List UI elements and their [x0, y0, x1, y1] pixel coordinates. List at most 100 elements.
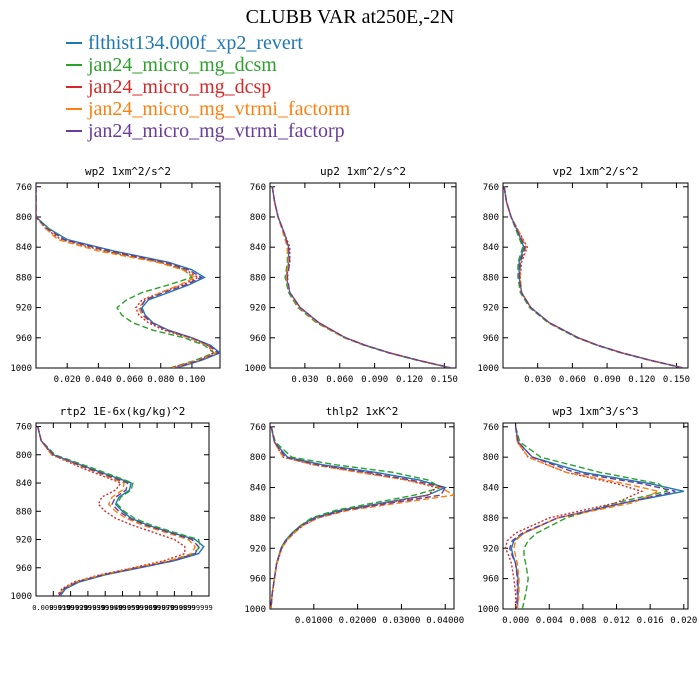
series-line-1: [270, 426, 443, 609]
chart-title: rtp2 1E-6x(kg/kg)^2: [60, 405, 186, 418]
series-line-3: [36, 186, 219, 368]
x-tick-label: 0.150: [431, 375, 458, 385]
legend-swatch-1: [66, 64, 82, 66]
series-line-3: [37, 426, 197, 596]
y-tick-label: 960: [16, 564, 32, 574]
x-tick-label: 0.060: [326, 375, 353, 385]
series-line-0: [271, 186, 452, 368]
y-tick-label: 1000: [477, 364, 499, 374]
y-tick-label: 880: [250, 514, 266, 524]
series-line-3: [503, 186, 684, 368]
legend-label-3: jan24_micro_mg_vtrmi_factorm: [88, 98, 351, 120]
series-line-2: [271, 186, 452, 368]
legend-swatch-0: [66, 42, 82, 44]
x-tick-label: 0.060: [116, 375, 143, 385]
y-tick-label: 920: [250, 544, 266, 554]
legend-item: jan24_micro_mg_vtrmi_factorp: [66, 120, 350, 142]
series-line-2: [503, 186, 684, 368]
x-tick-label: 0.030: [291, 375, 318, 385]
y-tick-label: 800: [250, 213, 266, 223]
chart-panel-0: wp2 1xm^2/s^2 760 800 840 880 920 960 1000 0.020…: [10, 165, 221, 385]
y-tick-label: 840: [16, 479, 32, 489]
legend-swatch-3: [66, 108, 82, 110]
legend-swatch-2: [66, 86, 82, 88]
legend-item: flthist134.000f_xp2_revert: [66, 32, 350, 54]
legend-label-2: jan24_micro_mg_dcsp: [88, 76, 272, 98]
x-tick-label: 0.02000: [339, 616, 377, 626]
y-tick-label: 880: [250, 273, 266, 283]
y-tick-label: 960: [250, 575, 266, 585]
x-tick-label: 0.020: [54, 375, 81, 385]
series-line-2: [270, 426, 438, 609]
x-tick-label: 0.090: [361, 375, 388, 385]
y-tick-label: 800: [250, 453, 266, 463]
series-line-1: [271, 186, 452, 368]
legend-label-1: jan24_micro_mg_dcsm: [88, 54, 277, 76]
chart-panel-2: vp2 1xm^2/s^2 760 800 840 880 920 960 1000 0.030…: [477, 165, 690, 385]
y-tick-label: 840: [250, 484, 266, 494]
y-tick-label: 760: [483, 183, 499, 193]
y-tick-label: 960: [483, 334, 499, 344]
y-tick-label: 1000: [10, 592, 32, 602]
y-tick-label: 840: [16, 243, 32, 253]
series-line-2: [36, 186, 215, 368]
legend-label-4: jan24_micro_mg_vtrmi_factorp: [88, 120, 345, 142]
plot-frame: [502, 422, 689, 610]
x-tick-label: 0.04000: [426, 616, 464, 626]
y-tick-label: 960: [483, 575, 499, 585]
series-line-2: [37, 426, 186, 596]
y-tick-label: 880: [16, 273, 32, 283]
series-line-1: [36, 186, 216, 368]
x-tick-label: 0.01999999: [50, 604, 92, 612]
x-tick-label: 0.080: [147, 375, 174, 385]
legend-swatch-4: [66, 130, 82, 132]
x-tick-label: 0.000: [502, 616, 529, 626]
y-tick-label: 760: [483, 423, 499, 433]
y-tick-label: 920: [16, 536, 32, 546]
legend-label-0: flthist134.000f_xp2_revert: [88, 32, 303, 54]
y-tick-label: 840: [483, 243, 499, 253]
y-tick-label: 960: [16, 334, 32, 344]
y-tick-label: 1000: [244, 605, 266, 615]
y-tick-label: 760: [16, 423, 32, 433]
x-tick-label: 0.01000: [295, 616, 333, 626]
y-tick-label: 1000: [10, 364, 32, 374]
x-tick-label: 0.04999999: [101, 604, 143, 612]
series-line-4: [270, 426, 447, 609]
chart-title: wp2 1xm^2/s^2: [85, 165, 171, 178]
series-line-0: [270, 426, 448, 609]
plot-frame: [502, 182, 689, 369]
series-line-3: [513, 426, 661, 609]
x-tick-label: 0.03000: [382, 616, 420, 626]
x-tick-label: 0.05999999: [119, 604, 161, 612]
x-tick-label: 0.060: [559, 375, 586, 385]
series-line-4: [271, 186, 452, 368]
chart-panel-1: up2 1xm^2/s^2 760 800 840 880 920 960 1000 0.030…: [244, 165, 458, 385]
y-tick-label: 1000: [244, 364, 266, 374]
legend-item: jan24_micro_mg_dcsp: [66, 76, 350, 98]
x-tick-label: 0.016: [637, 616, 664, 626]
x-tick-label: 0.00999999: [32, 604, 74, 612]
y-tick-label: 920: [16, 304, 32, 314]
y-tick-label: 880: [483, 273, 499, 283]
series-line-4: [503, 186, 684, 368]
series-line-1: [514, 426, 669, 609]
chart-title: vp2 1xm^2/s^2: [552, 165, 638, 178]
legend-item: jan24_micro_mg_dcsm: [66, 54, 350, 76]
legend: flthist134.000f_xp2_revert jan24_micro_m…: [66, 32, 350, 142]
chart-panel-5: wp3 1xm^3/s^3 760 800 840 880 920 960 10000.000…: [477, 405, 697, 626]
series-line-4: [37, 426, 200, 596]
series-line-4: [508, 426, 676, 609]
figure-title: CLUBB VAR at250E,-2N: [245, 6, 455, 28]
series-line-2: [504, 426, 644, 609]
x-tick-label: 0.040: [85, 375, 112, 385]
chart-panel-3: rtp2 1E-6x(kg/kg)^2 760 800 840 880 920 960 100…: [10, 405, 212, 612]
plot-frame: [35, 182, 221, 369]
x-tick-label: 0.07999999: [153, 604, 195, 612]
y-tick-label: 920: [483, 304, 499, 314]
x-tick-label: 0.120: [628, 375, 655, 385]
x-tick-label: 0.020: [670, 616, 697, 626]
chart-title: thlp2 1xK^2: [326, 405, 399, 418]
x-tick-label: 0.02999999: [67, 604, 109, 612]
